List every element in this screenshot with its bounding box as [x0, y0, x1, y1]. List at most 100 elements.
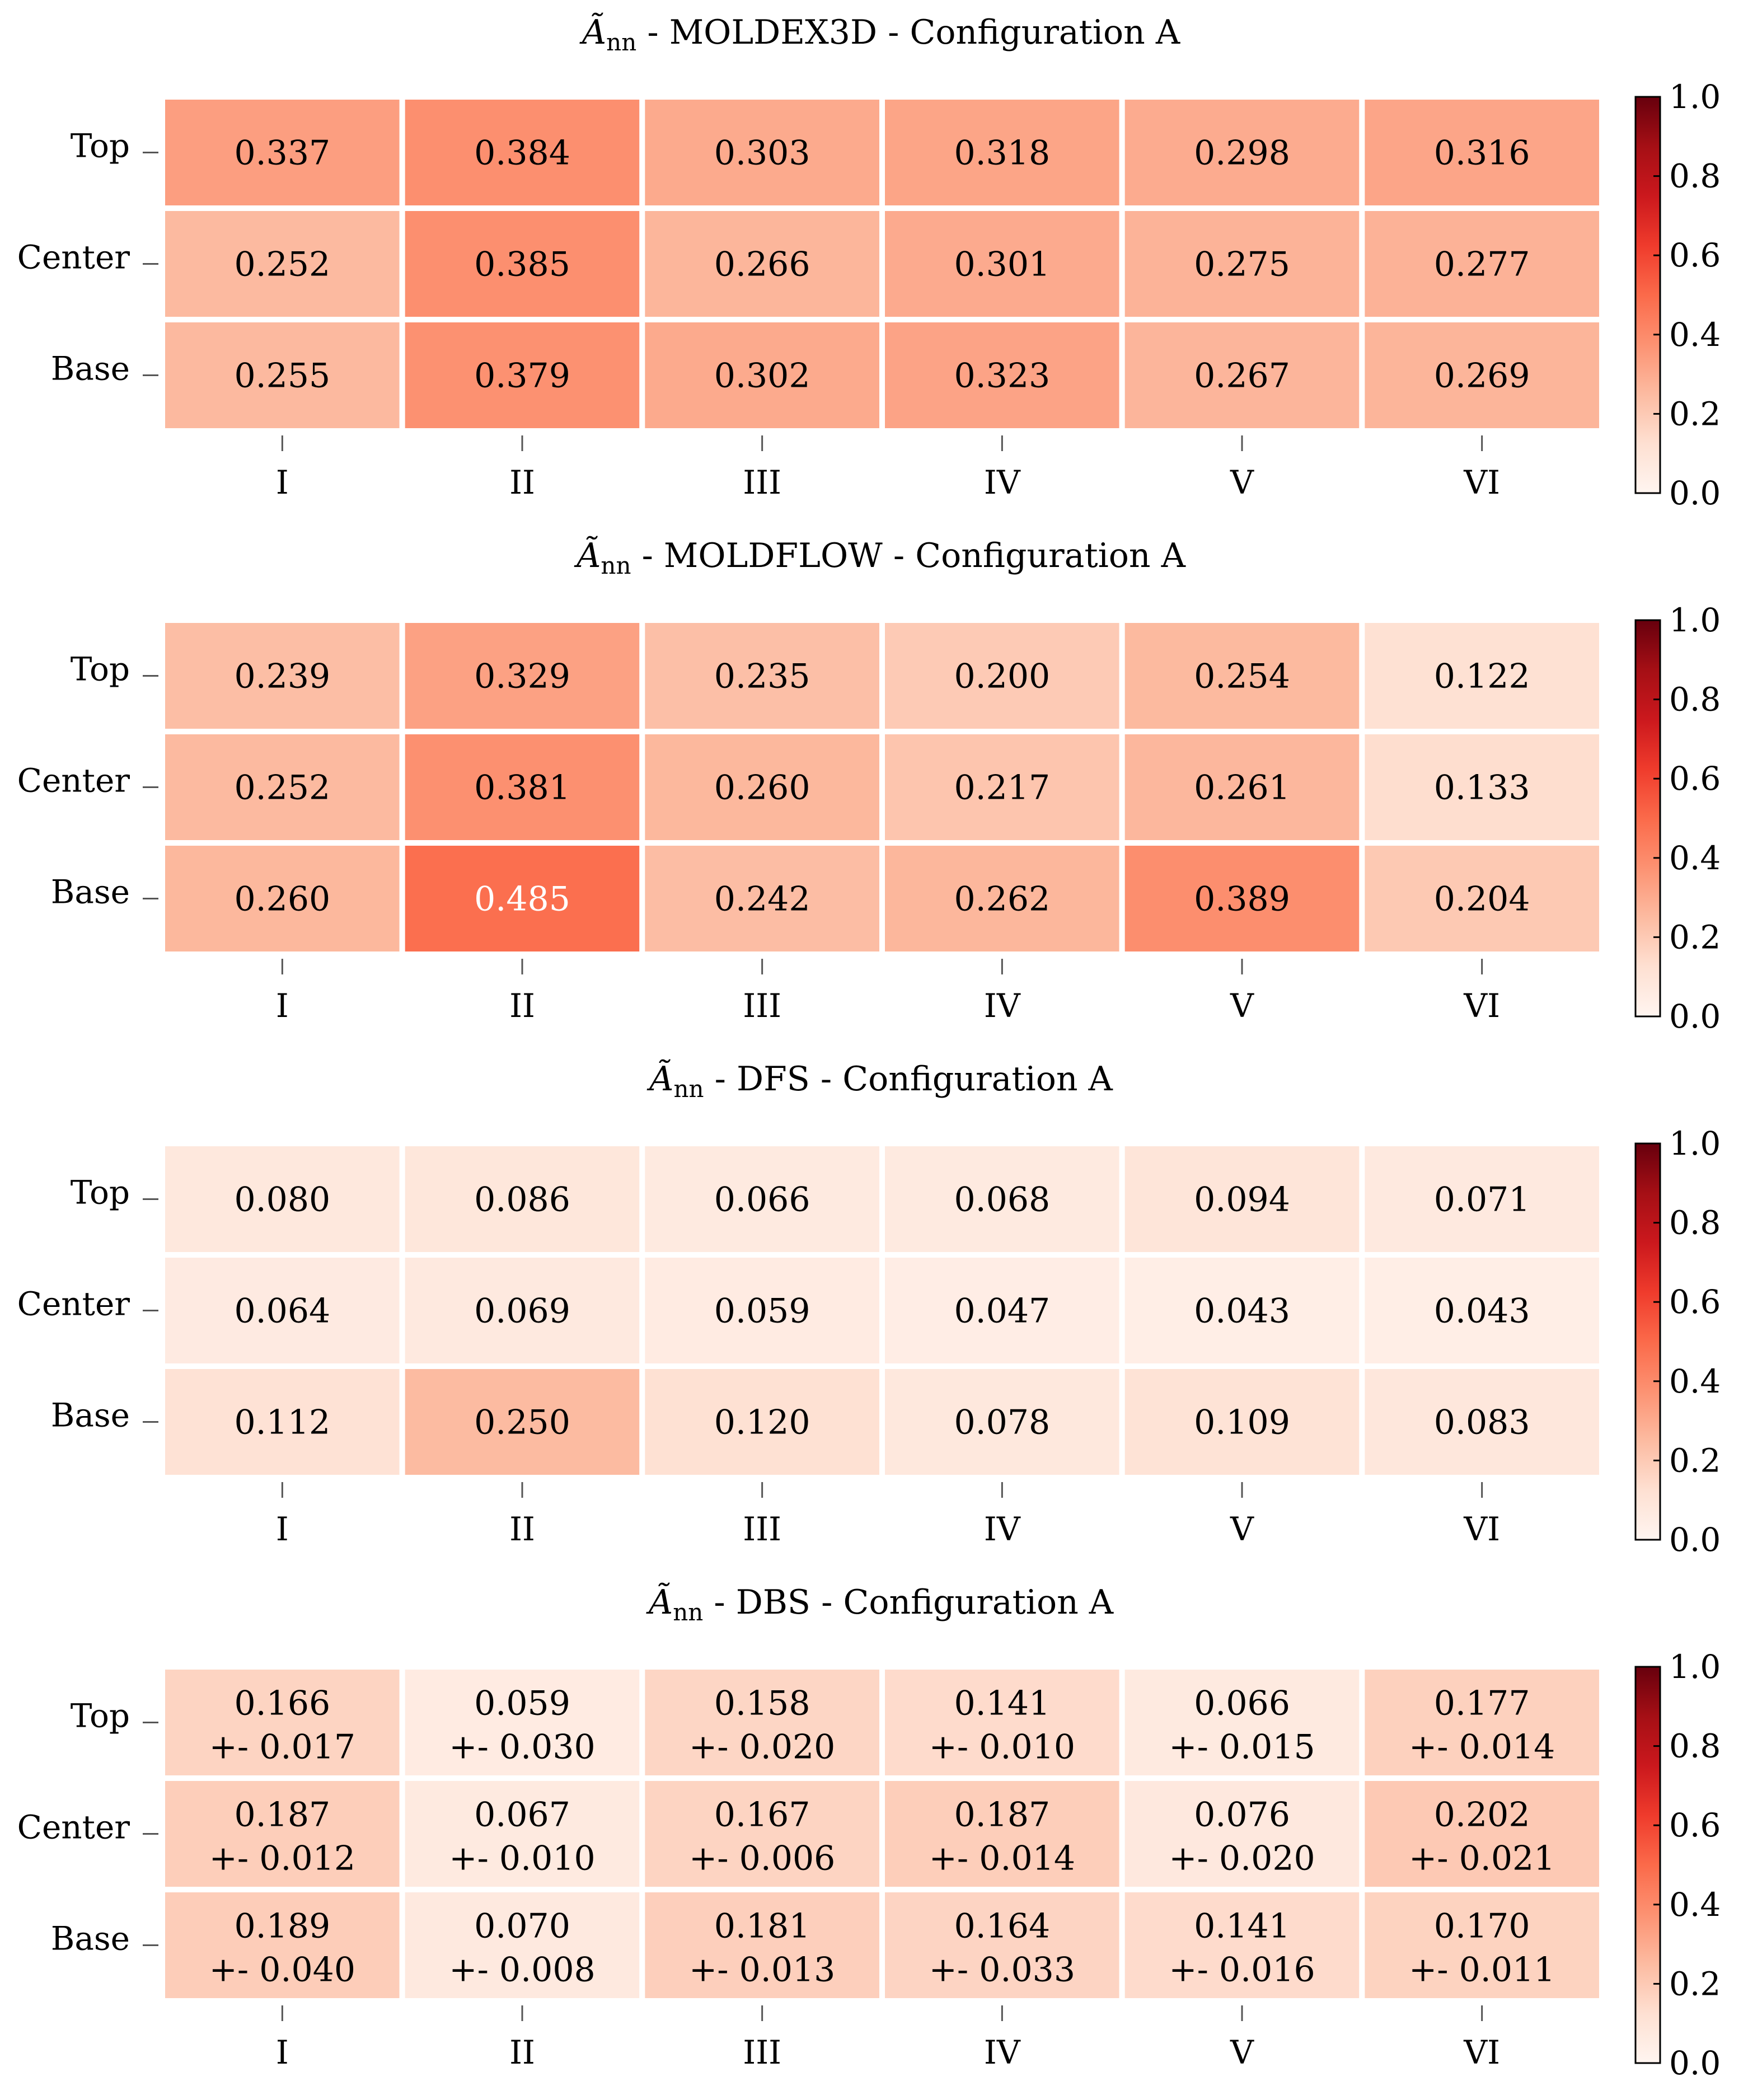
heatmap-cell	[639, 1363, 885, 1480]
heatmap-cell	[1359, 1775, 1605, 1892]
cell-value-label: 0.266	[714, 245, 810, 284]
cell-value-label: 0.094	[1194, 1180, 1290, 1220]
colorbar-tick-label: 1.0	[1669, 1648, 1721, 1686]
x-tick-label: IV	[984, 1510, 1021, 1548]
heatmap-cell	[879, 1363, 1125, 1480]
colorbar-tick-label: 0.8	[1669, 681, 1721, 719]
cell-value-label: 0.069	[474, 1292, 570, 1331]
cell-value-label: 0.384	[474, 134, 570, 173]
cell-error-label: +- 0.013	[689, 1951, 835, 1990]
heatmap-cell	[639, 1252, 885, 1369]
colorbar-tick-label: 0.2	[1669, 918, 1721, 956]
cell-value-label: 0.164	[954, 1907, 1050, 1946]
cell-value-label: 0.217	[954, 768, 1050, 808]
cell-value-label: 0.078	[954, 1403, 1050, 1442]
x-tick-label: II	[509, 463, 535, 501]
heatmap-cell	[160, 317, 405, 434]
chart-title: Ãnn - DBS - Configuration A	[646, 1582, 1114, 1626]
heatmap-panel-3: Ãnn - DFS - Configuration A 0.080 0.086 0.0…	[17, 1059, 1721, 1559]
x-tick-label: III	[743, 987, 781, 1025]
title-text: - DBS - Configuration A	[703, 1583, 1113, 1622]
heatmap-cell	[160, 94, 405, 211]
cell-error-label: +- 0.020	[689, 1728, 835, 1767]
cell-value-label: 0.329	[474, 657, 570, 696]
cell-value-label: 0.252	[234, 245, 330, 284]
title-symbol: Ã	[579, 12, 606, 52]
cell-error-label: +- 0.006	[689, 1839, 835, 1878]
x-tick-label: IV	[984, 463, 1021, 501]
x-tick-label: III	[743, 463, 781, 501]
cell-value-label: 0.080	[234, 1180, 330, 1220]
cell-error-label: +- 0.021	[1409, 1839, 1555, 1878]
y-tick-label: Base	[51, 873, 130, 911]
heatmap-cell	[639, 840, 885, 957]
cell-value-label: 0.066	[714, 1180, 810, 1220]
heatmap-cell	[399, 317, 645, 434]
cell-value-label: 0.250	[474, 1403, 570, 1442]
x-tick-label: VI	[1463, 987, 1500, 1025]
cell-value-label: 0.337	[234, 134, 330, 173]
heatmap-cell	[399, 1141, 645, 1258]
heatmap-cell	[1119, 1664, 1365, 1781]
colorbar-tick-label: 1.0	[1669, 601, 1721, 639]
x-tick-label: V	[1230, 463, 1254, 501]
cell-value-label: 0.242	[714, 880, 810, 919]
heatmap-cell	[160, 617, 405, 734]
x-tick-label: III	[743, 2033, 781, 2071]
heatmap-panel-2: Ãnn - MOLDFLOW - Configuration A 0.239 0.3…	[17, 536, 1721, 1035]
heatmap-cell	[399, 617, 645, 734]
cell-value-label: 0.260	[714, 768, 810, 808]
cell-value-label: 0.187	[954, 1796, 1050, 1835]
heatmap-cell	[1359, 617, 1605, 734]
cell-value-label: 0.252	[234, 768, 330, 808]
cell-value-label: 0.235	[714, 657, 810, 696]
cell-error-label: +- 0.011	[1409, 1951, 1555, 1990]
cell-value-label: 0.202	[1434, 1796, 1530, 1835]
cell-value-label: 0.302	[714, 357, 810, 396]
cell-value-label: 0.389	[1194, 880, 1290, 919]
cell-value-label: 0.167	[714, 1796, 810, 1835]
title-subscript: nn	[673, 1075, 704, 1103]
cell-error-label: +- 0.008	[449, 1951, 595, 1990]
heatmap-cell	[399, 205, 645, 322]
heatmap-cell	[639, 729, 885, 846]
colorbar-tick-label: 0.6	[1669, 1283, 1721, 1321]
y-tick-label: Base	[51, 350, 130, 388]
heatmap-cell	[1119, 1887, 1365, 2004]
colorbar-tick-label: 0.2	[1669, 1441, 1721, 1479]
chart-title: Ãnn - MOLDFLOW - Configuration A	[574, 536, 1186, 579]
x-tick-label: VI	[1463, 1510, 1500, 1548]
cell-value-label: 0.204	[1434, 880, 1530, 919]
colorbar-tick-label: 0.6	[1669, 1806, 1721, 1844]
colorbar-tick-label: 0.2	[1669, 1965, 1721, 2003]
heatmap-cell	[1119, 1775, 1365, 1892]
cell-value-label: 0.066	[1194, 1684, 1290, 1723]
colorbar-tick-label: 0.8	[1669, 1727, 1721, 1765]
y-tick-label: Center	[17, 238, 130, 276]
colorbar	[1634, 1142, 1661, 1541]
cell-value-label: 0.120	[714, 1403, 810, 1442]
cell-error-label: +- 0.015	[1169, 1728, 1315, 1767]
heatmap-cell	[1119, 1252, 1365, 1369]
title-text: - MOLDFLOW - Configuration A	[631, 536, 1186, 575]
cell-value-label: 0.255	[234, 357, 330, 396]
cell-value-label: 0.254	[1194, 657, 1290, 696]
cell-value-label: 0.177	[1434, 1684, 1530, 1723]
title-text: - DFS - Configuration A	[704, 1060, 1113, 1099]
colorbar-tick-label: 0.0	[1669, 2044, 1721, 2082]
heatmap-cell	[879, 205, 1125, 322]
title-text: - MOLDEX3D - Configuration A	[636, 13, 1180, 52]
cell-value-label: 0.275	[1194, 245, 1290, 284]
cell-value-label: 0.086	[474, 1180, 570, 1220]
cell-value-label: 0.485	[474, 880, 570, 919]
cell-value-label: 0.385	[474, 245, 570, 284]
x-tick-label: III	[743, 1510, 781, 1548]
colorbar-tick-label: 0.8	[1669, 1204, 1721, 1242]
heatmap-cell	[1119, 1141, 1365, 1258]
chart-title: Ãnn - MOLDEX3D - Configuration A	[579, 12, 1180, 56]
cell-value-label: 0.158	[714, 1684, 810, 1723]
x-tick-label: I	[276, 987, 289, 1025]
title-symbol: Ã	[646, 1059, 673, 1099]
x-tick-label: IV	[984, 987, 1021, 1025]
cell-value-label: 0.189	[234, 1907, 330, 1946]
